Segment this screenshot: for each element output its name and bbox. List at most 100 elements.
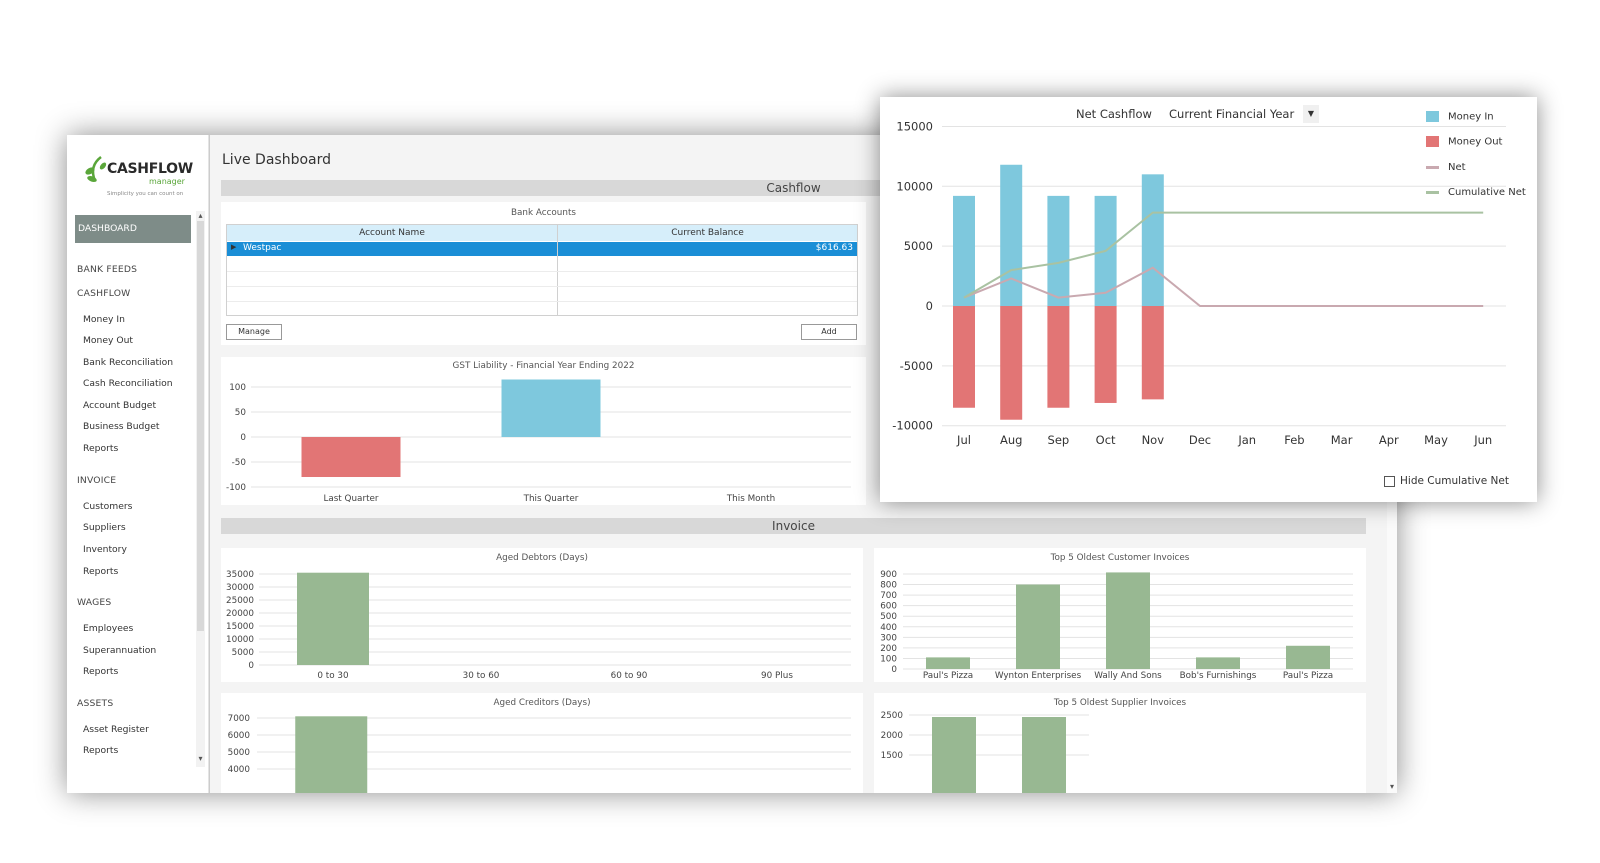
hide-cumulative-checkbox[interactable]: Hide Cumulative Net [1384, 475, 1509, 487]
x-tick-label: Oct [1096, 433, 1116, 447]
y-tick-label: 1500 [881, 751, 904, 761]
sidebar-item-suppliers[interactable]: Suppliers [83, 522, 126, 533]
legend-label: Net [1448, 162, 1466, 173]
sidebar-scrollbar-thumb[interactable] [197, 221, 204, 631]
sidebar-item-reports[interactable]: Reports [83, 666, 119, 677]
x-tick-label: Feb [1284, 433, 1304, 447]
column-header-account-name[interactable]: Account Name [359, 228, 425, 238]
bar-wynton-enterprises [1016, 584, 1060, 669]
chart-title: Net Cashflow [1076, 107, 1152, 121]
y-tick-label: 15000 [226, 622, 254, 632]
y-tick-label: 50 [235, 408, 247, 418]
x-tick-label: Jan [1237, 433, 1256, 447]
sidebar-item-bank-reconciliation[interactable]: Bank Reconciliation [83, 357, 174, 368]
y-tick-label: -5000 [900, 359, 933, 373]
x-tick-label: Nov [1142, 433, 1165, 447]
bar-money-in-aug [1000, 164, 1023, 306]
sidebar-item-money-out[interactable]: Money Out [83, 335, 134, 346]
app-logo[interactable]: CASHFLOW manager Simplicity you can coun… [83, 147, 193, 201]
gst-liability-panel: GST Liability - Financial Year Ending 20… [221, 357, 866, 505]
bar-money-in-nov [1141, 174, 1164, 306]
sidebar-item-account-budget[interactable]: Account Budget [83, 400, 157, 411]
y-tick-label: 6000 [228, 731, 251, 741]
sidebar-item-inventory[interactable]: Inventory [83, 544, 127, 555]
sidebar-item-asset-register[interactable]: Asset Register [83, 724, 149, 735]
x-tick-label: This Month [726, 494, 775, 504]
y-tick-label: 4000 [228, 765, 251, 775]
bar-money-out-oct [1094, 306, 1117, 403]
legend-swatch [1426, 111, 1439, 122]
chart-title: Aged Debtors (Days) [496, 553, 588, 563]
sidebar-item-cashflow[interactable]: CASHFLOW [77, 288, 131, 299]
sidebar-item-wages[interactable]: WAGES [77, 597, 112, 608]
net-cashflow-popup: 15000 10000 5000 0 -5000 -10000 Jul Aug Sep Oct No… [880, 97, 1537, 502]
checkbox-icon[interactable] [1384, 475, 1395, 487]
y-tick-label: 5000 [904, 239, 933, 253]
sidebar-item-money-in[interactable]: Money In [83, 314, 125, 325]
chevron-down-icon[interactable]: ▼ [1303, 105, 1319, 123]
sidebar-item-employees[interactable]: Employees [83, 623, 134, 634]
legend-item-money-in: Money In [1426, 111, 1494, 123]
x-tick-label: Wynton Enterprises [995, 671, 1082, 681]
legend-label: Money In [1448, 111, 1494, 123]
aged-creditors-panel: Aged Creditors (Days) 7000 6000 5000 4000 [221, 693, 863, 793]
y-tick-label: 25000 [226, 596, 254, 606]
x-tick-label: This Quarter [523, 494, 579, 504]
sidebar-item-invoice[interactable]: INVOICE [77, 475, 117, 486]
sidebar-item-assets[interactable]: ASSETS [77, 698, 114, 709]
series-line-cumulative-net [963, 211, 1484, 299]
table-row[interactable]: ▶ Westpac $616.63 [227, 242, 857, 256]
sidebar-item-bank-feeds[interactable]: BANK FEEDS [77, 264, 138, 275]
sidebar-item-reports[interactable]: Reports [83, 566, 119, 577]
bar-item-0 [932, 717, 976, 793]
bar-money-in-jul [953, 195, 975, 306]
scroll-down-icon[interactable]: ▾ [1389, 782, 1394, 791]
invoice-section-header: Invoice [221, 518, 1366, 534]
sidebar-item-cash-reconciliation[interactable]: Cash Reconciliation [83, 378, 173, 389]
chart-title: Aged Creditors (Days) [493, 698, 590, 708]
y-tick-label: 30000 [226, 583, 254, 593]
x-tick-label: Sep [1048, 433, 1070, 447]
y-tick-label: 100 [880, 654, 897, 664]
sidebar-item-superannuation[interactable]: Superannuation [83, 645, 157, 656]
column-header-current-balance[interactable]: Current Balance [671, 228, 744, 238]
x-tick-label: Apr [1379, 433, 1399, 447]
y-tick-label: 100 [229, 383, 246, 393]
bank-accounts-title: Bank Accounts [511, 208, 576, 218]
bar-money-out-nov [1141, 306, 1164, 400]
sidebar-item-dashboard[interactable]: DASHBOARD [75, 215, 191, 243]
bar-item-1 [1022, 717, 1066, 793]
y-tick-label: 5000 [228, 748, 251, 758]
sidebar-item-customers[interactable]: Customers [83, 501, 133, 512]
y-tick-label: 900 [880, 570, 897, 580]
hide-cumulative-label: Hide Cumulative Net [1400, 475, 1509, 487]
scroll-up-icon[interactable]: ▴ [198, 211, 203, 220]
sidebar-item-reports[interactable]: Reports [83, 745, 119, 756]
period-select[interactable]: Current Financial Year ▼ [1169, 105, 1319, 123]
y-tick-label: -50 [232, 458, 247, 468]
y-tick-label: 5000 [232, 648, 255, 658]
bar-0-to-30 [297, 572, 369, 665]
bar-money-in-sep [1047, 195, 1070, 306]
y-tick-label: 20000 [226, 609, 254, 619]
sidebar-item-reports[interactable]: Reports [83, 443, 119, 454]
scroll-down-icon[interactable]: ▾ [198, 754, 203, 763]
y-tick-label: -100 [226, 483, 246, 493]
x-tick-label: Paul's Pizza [1283, 671, 1333, 681]
x-tick-label: 30 to 60 [463, 671, 500, 681]
bar-paul-s-pizza [926, 657, 970, 669]
manage-button[interactable]: Manage [226, 324, 282, 340]
period-select-value: Current Financial Year [1169, 107, 1295, 121]
y-tick-label: 7000 [228, 714, 251, 724]
top5-customer-invoices-panel: Top 5 Oldest Customer Invoices 900 800 700 6… [874, 548, 1366, 682]
sidebar-item-business-budget[interactable]: Business Budget [83, 421, 160, 432]
page-title: Live Dashboard [222, 152, 331, 168]
bar-this-quarter [501, 379, 601, 437]
add-button[interactable]: Add [801, 324, 857, 340]
account-balance-cell: $616.63 [815, 243, 853, 253]
bar-0-to-30 [295, 716, 368, 793]
bar-last-quarter [301, 437, 401, 477]
top5-customer-invoices-chart: Top 5 Oldest Customer Invoices 9008007006… [880, 553, 1353, 681]
y-tick-label: 10000 [226, 635, 254, 645]
x-tick-label: Wally And Sons [1094, 671, 1162, 681]
